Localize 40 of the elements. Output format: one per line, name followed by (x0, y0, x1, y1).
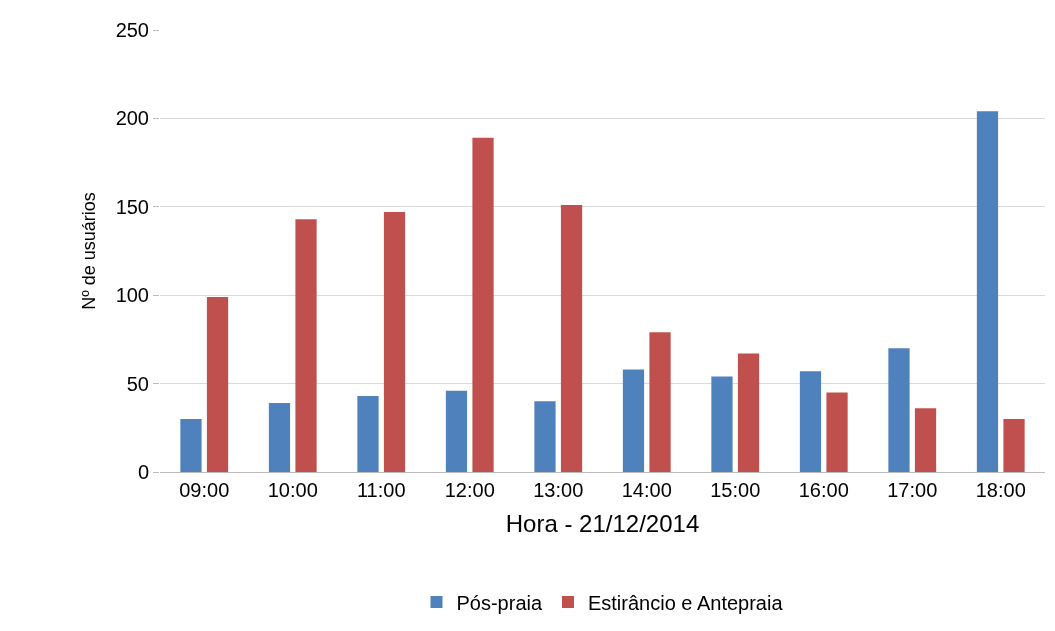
legend-label: Estirâncio e Antepraia (587, 591, 784, 614)
y-tick-label: 200 (115, 107, 149, 130)
bar (711, 376, 733, 472)
x-tick-label: 11:00 (356, 479, 406, 501)
bar (976, 111, 999, 472)
x-tick-label: 09:00 (179, 479, 230, 501)
y-axis-title: Nº de usuários (78, 192, 99, 310)
bar (914, 408, 937, 472)
bar (206, 296, 229, 472)
bar (826, 392, 848, 472)
x-tick-label: 17:00 (887, 479, 938, 501)
bar (1003, 418, 1025, 472)
y-tick-label: 0 (137, 461, 149, 483)
x-axis-title: Hora - 21/12/2014 (505, 510, 700, 538)
bar (472, 137, 494, 472)
bar (649, 332, 671, 472)
legend-label: Pós-praia (456, 591, 543, 614)
bar (295, 219, 317, 472)
x-tick-label: 12:00 (444, 479, 495, 501)
bar (560, 205, 583, 472)
bar (888, 348, 910, 472)
x-tick-label: 15:00 (710, 479, 761, 501)
x-tick-label: 18:00 (975, 479, 1026, 501)
x-tick-label: 14:00 (621, 479, 672, 501)
bar (268, 403, 291, 472)
y-tick-label: 250 (115, 19, 149, 41)
x-tick-label: 10:00 (267, 479, 318, 501)
x-tick-label: 13:00 (533, 479, 584, 501)
y-tick-label: 150 (115, 195, 149, 218)
bar (383, 212, 406, 472)
y-tick-label: 50 (126, 372, 149, 395)
bar (180, 418, 202, 472)
bar (534, 401, 556, 472)
bar (737, 353, 760, 472)
bar (622, 369, 645, 472)
bar (357, 395, 379, 472)
x-tick-label: 16:00 (798, 479, 849, 501)
bar (445, 390, 468, 472)
bar (799, 371, 822, 472)
y-tick-label: 100 (115, 284, 149, 307)
